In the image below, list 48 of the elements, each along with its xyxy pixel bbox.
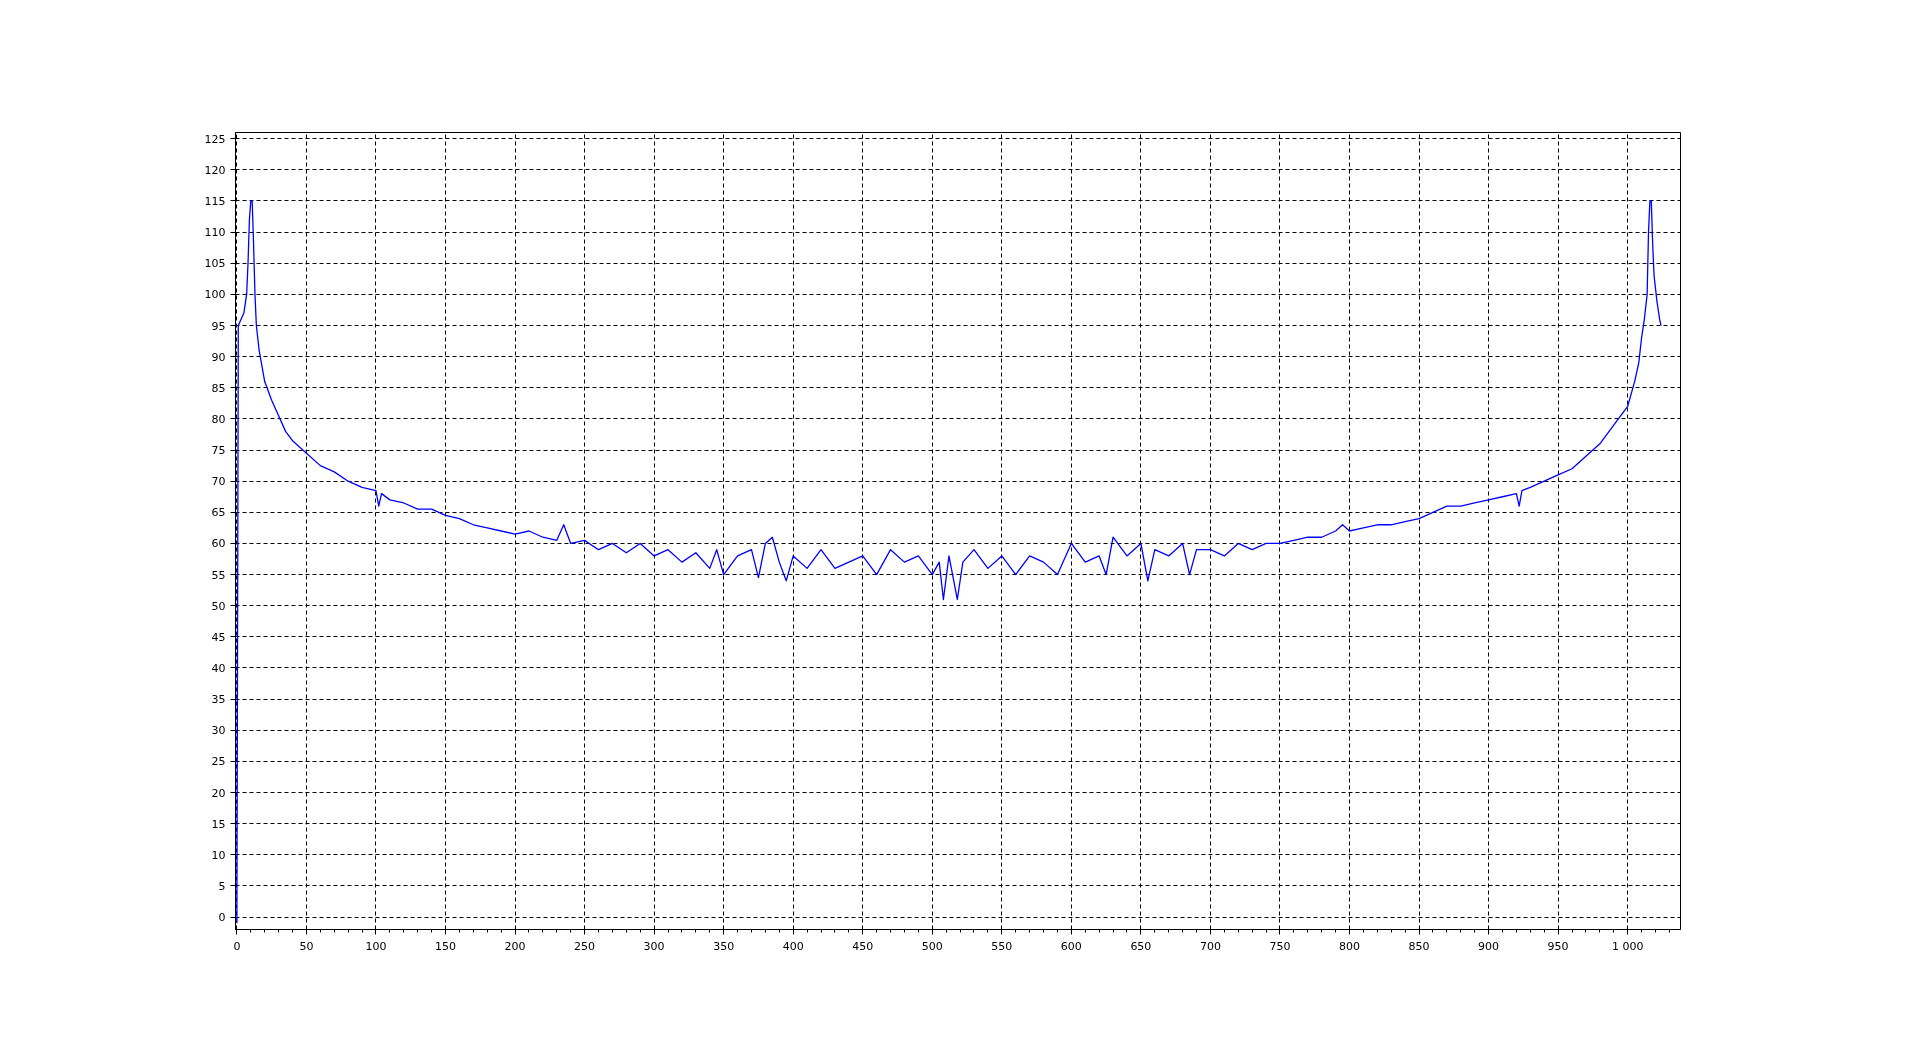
x-tick-label: 50 [299, 939, 314, 953]
y-tick-label: 85 [211, 381, 226, 395]
y-tick-label: 60 [211, 537, 226, 551]
x-tick-label: 450 [852, 939, 874, 953]
y-tick-label: 75 [211, 444, 226, 458]
x-tick-label: 500 [921, 939, 943, 953]
x-tick-label: 600 [1060, 939, 1082, 953]
y-tick-label: 20 [211, 786, 226, 800]
x-tick-label: 750 [1269, 939, 1291, 953]
y-tick-label: 125 [204, 132, 226, 146]
x-tick-label: 250 [574, 939, 596, 953]
y-tick-label: 5 [218, 879, 226, 893]
y-tick-label: 70 [211, 475, 226, 489]
y-tick-label: 65 [211, 506, 226, 520]
x-tick-label: 350 [713, 939, 735, 953]
x-tick-label: 200 [504, 939, 526, 953]
line-series [236, 200, 1662, 924]
y-tick-label: 55 [211, 568, 226, 582]
x-tick-label: 950 [1547, 939, 1569, 953]
x-tick-label: 400 [782, 939, 804, 953]
y-tick-label: 35 [211, 693, 226, 707]
y-tick-label: 15 [211, 817, 226, 831]
y-tick-label: 110 [204, 226, 226, 240]
x-tick-label: 850 [1408, 939, 1430, 953]
x-tick-label: 100 [365, 939, 387, 953]
x-tick-label: 150 [435, 939, 457, 953]
x-tick-label: 1 000 [1611, 939, 1644, 953]
y-tick-label: 80 [211, 412, 226, 426]
x-tick-label: 900 [1478, 939, 1500, 953]
y-tick-label: 40 [211, 661, 226, 675]
y-tick-label: 50 [211, 599, 226, 613]
x-tick-label: 650 [1130, 939, 1152, 953]
y-tick-label: 105 [204, 257, 226, 271]
y-tick-label: 25 [211, 755, 226, 769]
y-tick-label: 45 [211, 630, 226, 644]
y-tick-label: 100 [204, 288, 226, 302]
y-tick-label: 120 [204, 163, 226, 177]
y-tick-label: 10 [211, 848, 226, 862]
y-tick-label: 0 [218, 911, 226, 925]
x-tick-label: 700 [1199, 939, 1221, 953]
y-tick-label: 115 [204, 194, 226, 208]
y-tick-label: 95 [211, 319, 226, 333]
x-tick-label: 800 [1339, 939, 1360, 953]
y-tick-label: 30 [211, 724, 226, 738]
x-tick-label: 550 [991, 939, 1013, 953]
y-tick-label: 90 [211, 350, 226, 364]
x-tick-label: 0 [233, 939, 241, 953]
x-tick-label: 300 [643, 939, 665, 953]
